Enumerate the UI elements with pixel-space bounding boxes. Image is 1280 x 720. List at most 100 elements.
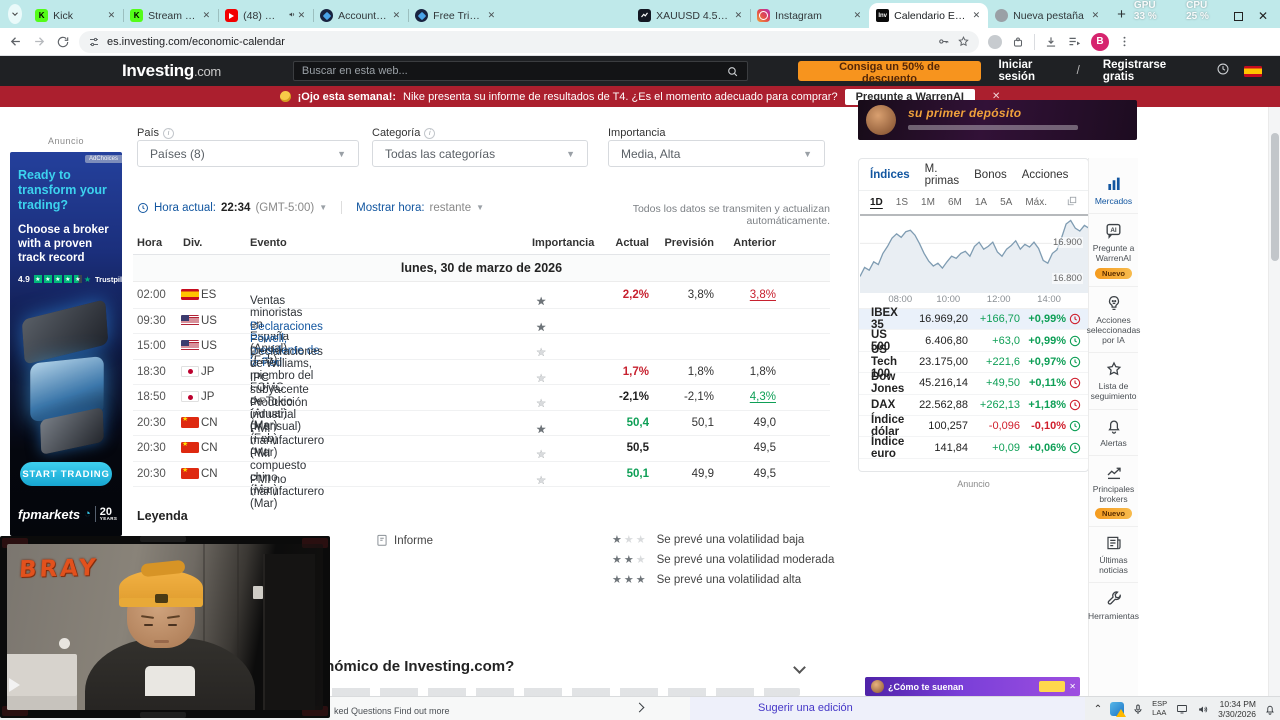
notification-bell-icon[interactable] [1264,703,1276,716]
clock-datetime[interactable]: 10:34 PM 3/30/2026 [1218,698,1256,719]
recent-history-icon[interactable] [1216,62,1230,81]
window-restore-button[interactable] [1233,11,1243,21]
browser-tab[interactable]: K Stream - Kick Dashbo ✕ [123,3,218,28]
microphone-icon[interactable] [1132,703,1144,716]
info-icon[interactable]: i [163,127,175,139]
range-tab[interactable]: 1S [895,196,909,208]
range-tab[interactable]: 1M [921,196,935,208]
adchoices-tag[interactable]: AdChoices [84,155,122,163]
scrollbar-thumb[interactable] [1271,133,1279,261]
range-tab[interactable]: Máx. [1025,196,1047,208]
expand-chart-icon[interactable] [1067,196,1077,209]
tab-audio-icon[interactable] [288,10,297,22]
ad-cta-pill[interactable] [1039,681,1066,692]
index-name[interactable]: US 500 [871,328,891,353]
widget-tab-acciones[interactable]: Acciones [1021,168,1069,181]
page-scrollbar[interactable] [1268,107,1280,696]
tab-close-icon[interactable]: ✕ [202,10,211,20]
calendar-row[interactable]: 20:30CNPMI no manufacturero (Mar)★★★50,1… [133,462,830,510]
start-trading-button[interactable]: START TRADING [20,462,112,486]
downloads-icon[interactable] [1044,35,1058,49]
left-ad-banner[interactable]: AdChoices Ready to transform your tradin… [10,152,122,536]
volume-icon[interactable] [1197,703,1210,716]
index-row[interactable]: US Tech 100 23.175,00 +221,6 +0,97% [859,344,1088,380]
sidebar-top-ad[interactable]: su primer depósito [858,100,1137,140]
rail-item-mercados[interactable]: Mercados [1089,168,1138,215]
range-tab[interactable]: 6M [947,196,962,208]
show-time-caret-icon[interactable]: ▼ [476,203,485,212]
media-list-icon[interactable] [1067,34,1082,49]
browser-tab[interactable]: Nueva pestaña ✕ [988,3,1107,28]
rail-item-principales-brokers[interactable]: Principales brokers Nuevo [1089,456,1138,528]
tab-close-icon[interactable]: ✕ [734,10,743,20]
browser-tab[interactable]: Free Trial | FTMO ✕ [408,3,503,28]
bookmark-star-icon[interactable] [957,35,970,48]
browser-tab[interactable]: XAUUSD 4.565,755 ▲ ✕ [631,3,750,28]
index-name[interactable]: DAX [871,398,896,411]
app-warning-icon[interactable] [1110,702,1127,717]
extensions-puzzle-icon[interactable] [1011,35,1025,49]
range-tab[interactable]: 1A [974,196,988,208]
calendar-row[interactable]: 20:30CNPMI manufacturero (Mar)★★★50,450,… [133,411,830,459]
calendar-row[interactable]: 09:30 US Declaraciones Powell, presidente … [133,309,830,369]
show-time-value[interactable]: restante [429,201,472,214]
index-mini-chart[interactable]: 16.900 16.800 [860,213,1089,293]
tab-search-button[interactable] [8,4,23,24]
password-key-icon[interactable] [937,35,950,48]
browser-tab[interactable]: Instagram ✕ [750,3,869,28]
suggest-edit-link[interactable]: Sugerir una edición [758,702,853,714]
forward-button[interactable] [32,34,47,49]
back-button[interactable] [8,34,23,49]
info-icon[interactable]: i [424,127,436,139]
rail-item-alertas[interactable]: Alertas [1089,410,1138,456]
register-link[interactable]: Registrarse gratis [1102,59,1167,83]
index-name[interactable]: IBEX 35 [871,307,898,332]
sidebar-bottom-ad[interactable]: ¿Cómo te suenan ✕ [865,677,1080,696]
language-indicator[interactable]: ESP LAA [1152,699,1168,717]
tray-overflow-icon[interactable]: ⌃ [1093,703,1103,715]
country-filter-select[interactable]: Países (8) ▼ [137,140,359,167]
calendar-row[interactable]: 02:00 ES Ventas minoristas en España (Anua… [133,283,830,367]
window-close-button[interactable]: ✕ [1257,9,1268,23]
tab-close-icon[interactable]: ✕ [853,10,862,20]
timezone-value[interactable]: (GMT-5:00) [255,201,315,214]
index-row[interactable]: Dow Jones 45.216,14 +49,50 +0,11% [859,371,1088,396]
browser-menu-icon[interactable] [1118,35,1131,48]
tab-close-icon[interactable]: ✕ [392,10,401,20]
ad-close-icon[interactable]: ✕ [1069,682,1076,691]
index-name[interactable]: Dow Jones [871,371,905,396]
language-flag-icon[interactable] [1244,65,1262,77]
index-row[interactable]: Índice euro 141,84 +0,09 +0,06% [859,436,1088,460]
range-tab[interactable]: 1D [870,196,883,208]
rail-item-herramientas[interactable]: Herramientas [1088,583,1139,628]
index-name[interactable]: Índice dólar [871,414,905,439]
importance-filter-select[interactable]: Media, Alta ▼ [608,140,825,167]
browser-tab[interactable]: Inv Calendario Económic ✕ [869,3,989,28]
calendar-row[interactable]: 18:30 JP IPC subyacente de Tokio (Anual) (… [133,360,830,432]
calendar-row[interactable]: 20:30CNPMI compuesto chino (Mar)★★★50,54… [133,436,830,496]
category-filter-select[interactable]: Todas las categorías ▼ [372,140,588,167]
index-row[interactable]: DAX 22.562,88 +262,13 +1,18% [859,395,1088,416]
range-tab[interactable]: 5A [1000,196,1013,208]
index-row[interactable]: US 500 6.406,80 +63,0 +0,99% [859,328,1088,353]
index-name[interactable]: US Tech 100 [871,343,897,380]
tab-close-icon[interactable]: ✕ [107,10,116,20]
rail-item--ltimas-noticias[interactable]: Últimas noticias [1089,527,1138,584]
profile-avatar[interactable]: B [1091,32,1109,51]
investing-logo[interactable]: Investing.com [122,61,221,81]
index-row[interactable]: IBEX 35 16.969,20 +166,70 +0,99% [859,307,1088,332]
rail-item-pregunte-a-warrenai[interactable]: AI Pregunte a WarrenAI Nuevo [1089,214,1138,287]
calendar-row[interactable]: 18:50 JP Producción industrial (Mensual) (… [133,385,830,445]
widget-tab-m-primas[interactable]: M. primas [924,162,960,187]
tab-close-icon[interactable]: ✕ [487,10,496,20]
url-text[interactable]: es.investing.com/economic-calendar [107,35,285,48]
site-search[interactable] [292,61,749,81]
rail-item-acciones-seleccionadas-por-ia[interactable]: Acciones seleccionadas por IA [1087,287,1140,354]
rail-item-lista-de-seguimiento[interactable]: Lista de seguimiento [1089,353,1138,410]
site-settings-icon[interactable] [88,36,100,48]
site-search-input[interactable] [301,65,727,77]
reload-button[interactable] [56,35,70,49]
tab-close-icon[interactable]: ✕ [297,10,306,20]
faq-chevron-icon[interactable] [793,661,806,674]
calendar-row[interactable]: 15:00 US Declaraciones de Williams, miembr… [133,334,830,394]
